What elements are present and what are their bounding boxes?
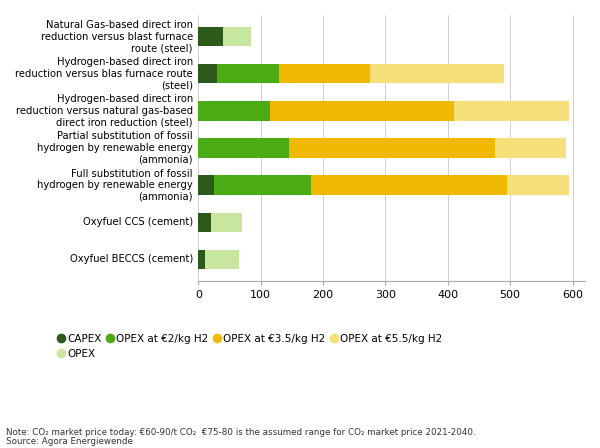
Bar [370, 64, 504, 83]
Bar [507, 176, 569, 195]
Bar [289, 138, 494, 158]
Text: Source: Agora Energiewende: Source: Agora Energiewende [6, 436, 133, 445]
Bar [494, 138, 566, 158]
Bar [270, 101, 454, 121]
Bar [217, 64, 280, 83]
Bar [199, 138, 289, 158]
Bar [199, 64, 217, 83]
Bar [199, 176, 214, 195]
Bar [454, 101, 569, 121]
Bar [199, 27, 223, 47]
Bar [199, 213, 211, 232]
Bar [199, 101, 270, 121]
Bar [211, 213, 242, 232]
Bar [214, 176, 311, 195]
Bar [280, 64, 370, 83]
Text: Note: CO₂ market price today: €60-90/t CO₂  €75-80 is the assumed range for CO₂ : Note: CO₂ market price today: €60-90/t C… [6, 428, 476, 437]
Bar [205, 250, 239, 269]
Bar [311, 176, 507, 195]
Bar [223, 27, 251, 47]
Legend: CAPEX, OPEX, OPEX at €2/kg H2, OPEX at €3.5/kg H2, OPEX at €5.5/kg H2: CAPEX, OPEX, OPEX at €2/kg H2, OPEX at €… [56, 332, 444, 362]
Bar [199, 250, 205, 269]
